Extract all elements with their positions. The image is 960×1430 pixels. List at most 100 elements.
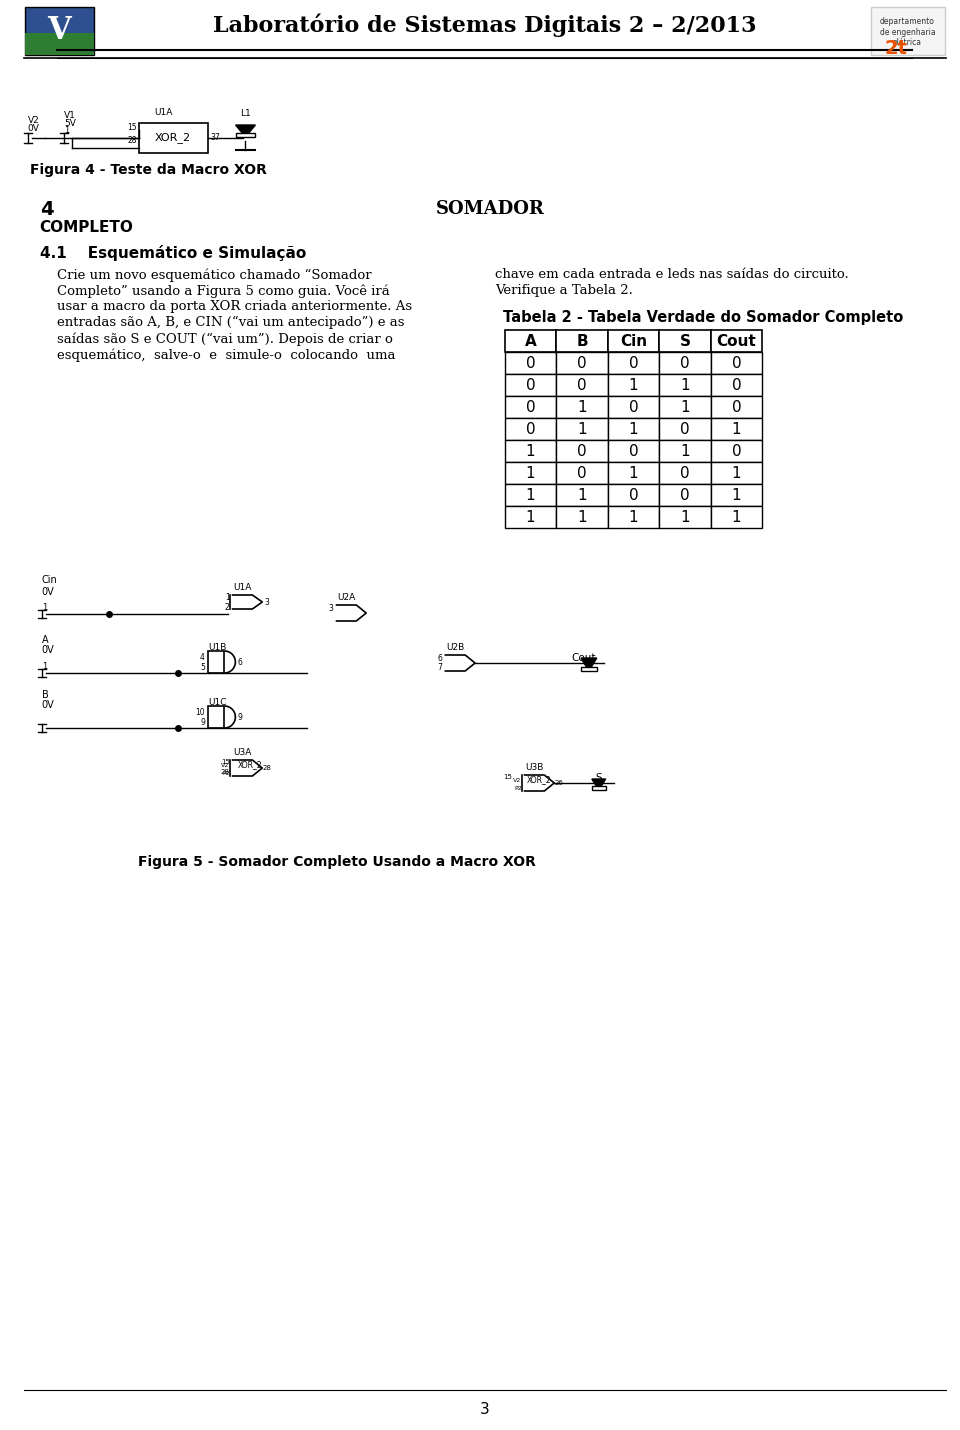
Bar [660,506,710,528]
Bar [710,506,762,528]
Bar [235,133,255,137]
Text: B: B [41,691,48,701]
Bar [660,418,710,440]
Text: Tabela 2 - Tabela Verdade do Somador Completo: Tabela 2 - Tabela Verdade do Somador Com… [503,310,902,325]
Text: 4: 4 [39,200,53,219]
Text: usar a macro da porta XOR criada anteriormente. As: usar a macro da porta XOR criada anterio… [58,300,413,313]
Bar [710,462,762,483]
FancyBboxPatch shape [25,33,94,54]
Text: 1: 1 [629,509,638,525]
Text: Figura 4 - Teste da Macro XOR: Figura 4 - Teste da Macro XOR [30,163,267,177]
Text: saídas são S e COUT (“vai um”). Depois de criar o: saídas são S e COUT (“vai um”). Depois d… [58,332,394,346]
Text: 4: 4 [200,652,204,662]
Text: 1: 1 [732,488,741,502]
Bar [660,396,710,418]
Text: entradas são A, B, e CIN (“vai um antecipado”) e as: entradas são A, B, e CIN (“vai um anteci… [58,316,405,329]
Text: 0: 0 [526,399,536,415]
Text: 15: 15 [503,774,512,779]
Text: Cin: Cin [41,575,58,585]
Bar [556,418,608,440]
Text: V2: V2 [28,116,39,124]
Bar [208,706,225,728]
Text: 1: 1 [526,466,536,480]
Text: 6: 6 [438,654,443,662]
Text: 1: 1 [526,443,536,459]
Text: 0: 0 [629,443,638,459]
Text: 0: 0 [629,399,638,415]
Text: 0: 0 [680,422,689,436]
Text: 1: 1 [680,399,689,415]
Text: 3: 3 [480,1403,490,1417]
Bar [581,666,597,671]
Text: Verifique a Tabela 2.: Verifique a Tabela 2. [494,285,633,297]
Text: departamento
de engenharia
elétrica: departamento de engenharia elétrica [879,17,935,47]
Bar [556,483,608,506]
Text: 1: 1 [629,378,638,392]
Text: 1: 1 [629,422,638,436]
Text: 0: 0 [577,356,587,370]
Text: 0V: 0V [28,123,39,133]
Text: 0: 0 [577,378,587,392]
Text: 0: 0 [732,443,741,459]
Bar [710,440,762,462]
Bar [608,396,660,418]
Text: 2t: 2t [884,39,907,57]
Text: COMPLETO: COMPLETO [39,220,133,235]
Text: A: A [524,333,537,349]
Text: 28: 28 [262,765,271,771]
Text: P2: P2 [222,771,229,775]
Bar [660,352,710,375]
Text: 1: 1 [680,509,689,525]
Bar [505,375,556,396]
Bar [660,483,710,506]
Text: 0: 0 [526,356,536,370]
Text: Cout: Cout [716,333,756,349]
Bar [556,396,608,418]
Text: 0: 0 [732,356,741,370]
Text: Laboratório de Sistemas Digitais 2 – 2/2013: Laboratório de Sistemas Digitais 2 – 2/2… [213,13,756,37]
Text: 10: 10 [195,708,204,716]
Text: 1: 1 [41,602,47,612]
Bar [505,418,556,440]
Text: B: B [576,333,588,349]
Text: 26: 26 [554,779,564,786]
Text: 1: 1 [577,488,587,502]
Bar [608,375,660,396]
Text: 15: 15 [221,759,229,765]
Bar [505,506,556,528]
Text: 1: 1 [64,126,70,134]
Text: XOR_2: XOR_2 [526,775,551,785]
Text: 0V: 0V [41,701,55,711]
Polygon shape [235,124,255,137]
Bar [505,352,556,375]
Text: 1: 1 [577,399,587,415]
Text: 1: 1 [629,466,638,480]
Text: U2A: U2A [337,592,355,602]
Bar [608,506,660,528]
Text: U1B: U1B [208,642,227,652]
Text: 2: 2 [225,602,229,612]
Text: V1: V1 [64,110,76,120]
Bar [556,375,608,396]
Text: 0: 0 [629,356,638,370]
Text: 1: 1 [732,509,741,525]
Text: A: A [41,635,48,645]
Text: Cin: Cin [620,333,647,349]
Text: V2: V2 [222,762,229,768]
Bar [138,123,208,153]
Bar [710,352,762,375]
Text: 0: 0 [732,399,741,415]
Bar [710,418,762,440]
Text: 9: 9 [237,712,243,722]
FancyBboxPatch shape [871,7,946,54]
Bar [710,483,762,506]
Text: XOR_2: XOR_2 [156,133,191,143]
Text: 0: 0 [577,443,587,459]
Text: 0: 0 [526,378,536,392]
Bar [608,418,660,440]
Bar [660,330,710,352]
Text: 9: 9 [200,718,204,726]
Text: 6: 6 [237,658,243,666]
Bar [660,462,710,483]
Text: 5: 5 [200,662,204,672]
